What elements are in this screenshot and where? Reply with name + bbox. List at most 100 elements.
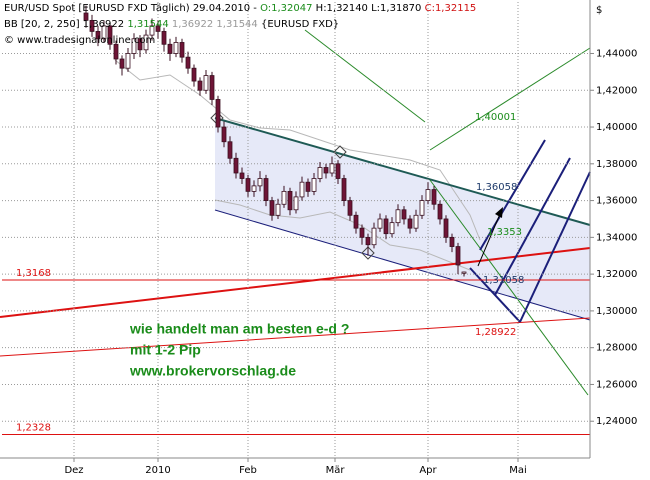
candle-body	[215, 99, 221, 128]
candle-body	[221, 126, 227, 143]
bb-value: 1,36922	[172, 19, 213, 30]
candle-body	[209, 75, 215, 100]
low: L:1,31870	[371, 3, 421, 14]
candle-body	[407, 218, 413, 229]
indicator-line: BB [20, 2, 250] 1,36922 1,31544 1,36922 …	[4, 19, 339, 30]
currency: $	[596, 5, 602, 16]
bb-value: 1,31544	[127, 19, 168, 30]
open: O:1,32047	[260, 3, 312, 14]
candle-body	[281, 190, 287, 205]
bollinger-lower	[214, 199, 471, 271]
candle-body	[161, 31, 167, 45]
candle-body	[107, 25, 113, 45]
bollinger-upper	[114, 59, 481, 241]
x-tick-label: Mär	[326, 465, 346, 476]
y-tick-label: 1,28000	[596, 343, 637, 354]
y-tick-label: 1,44000	[596, 48, 637, 59]
candle-body	[275, 203, 281, 216]
high: H:1,32140	[316, 3, 368, 14]
arrow-head	[495, 207, 503, 218]
candle-body	[419, 200, 425, 216]
horizontal-line-label: 1,2328	[16, 422, 51, 433]
trend-line	[214, 209, 591, 321]
bb-source: {EURUSD FXD}	[261, 19, 339, 30]
bb-value: 1,31544	[216, 19, 257, 30]
candle-body	[347, 200, 353, 216]
indicator: BB [20, 2, 250]	[4, 19, 80, 30]
trend-line	[304, 29, 426, 123]
candle-body	[461, 271, 467, 274]
note: www.brokervorschlag.de	[129, 363, 296, 379]
y-tick-label: 1,40000	[596, 122, 637, 133]
candle-body	[287, 190, 293, 211]
candle-body	[137, 38, 143, 51]
candle-body	[437, 203, 443, 220]
candle-body	[185, 56, 191, 69]
horizontal-line-label: 1,3168	[16, 268, 51, 279]
candle-body	[329, 163, 335, 174]
pitchfork	[479, 139, 546, 251]
candle-body	[449, 236, 455, 247]
candle-body	[371, 227, 377, 246]
arrow	[477, 213, 501, 267]
plot	[2, 2, 590, 458]
y-tick-label: 1,42000	[596, 85, 637, 96]
candle-body	[401, 209, 407, 220]
candle-body	[113, 43, 119, 60]
pitchfork	[519, 171, 591, 323]
candle-body	[311, 178, 317, 192]
candle-body	[89, 19, 95, 32]
candle-body	[233, 157, 239, 174]
candle-body	[395, 209, 401, 224]
note: mit 1-2 Pip	[130, 342, 201, 358]
candle-body	[257, 178, 263, 187]
trend-line	[429, 47, 591, 151]
copyright: © www.tradesignalonline.com	[4, 35, 155, 46]
candle-body	[305, 181, 311, 192]
candle-body	[173, 42, 179, 54]
candle-body	[299, 181, 305, 198]
pitchfork	[494, 157, 571, 296]
candle-body	[341, 178, 347, 201]
candle-body	[293, 196, 299, 211]
y-tick-label: 1,32000	[596, 269, 637, 280]
candle-body	[119, 58, 125, 69]
trend-line	[429, 179, 589, 396]
candle-body	[251, 185, 257, 192]
candle-body	[359, 227, 365, 238]
x-tick-label: Dez	[64, 465, 83, 476]
trend-line	[214, 117, 591, 226]
x-tick-label: 2010	[145, 465, 170, 476]
y-tick-label: 1,34000	[596, 232, 637, 243]
candle-body	[83, 12, 89, 21]
candle-body	[431, 189, 437, 205]
close: C:1,32115	[425, 3, 477, 14]
candle-body	[353, 214, 359, 229]
candle-body	[443, 218, 449, 238]
candle-body	[365, 236, 371, 246]
candle-body	[239, 172, 245, 179]
y-tick-label: 1,36000	[596, 196, 637, 207]
candle-body	[227, 141, 233, 159]
y-tick-label: 1,30000	[596, 306, 637, 317]
candle-body	[125, 53, 131, 69]
y-tick-label: 1,38000	[596, 159, 637, 170]
trend-line	[0, 317, 591, 357]
candle-body	[413, 214, 419, 229]
y-tick-label: 1,26000	[596, 379, 637, 390]
candle-body	[269, 200, 275, 216]
candle-body	[263, 178, 269, 201]
level-label: 1,3353	[487, 227, 522, 238]
candle-body	[149, 25, 155, 36]
candle-body	[425, 189, 431, 201]
candle-body	[191, 67, 197, 82]
candle-body	[143, 34, 149, 51]
candle-body	[245, 178, 251, 192]
trend-line	[0, 247, 591, 318]
marker	[361, 246, 375, 260]
x-tick-label: Feb	[239, 465, 257, 476]
candle-body	[455, 246, 461, 266]
candle-body	[323, 167, 329, 174]
header-line: EUR/USD Spot [EURUSD FXD Täglich) 29.04.…	[4, 3, 476, 14]
